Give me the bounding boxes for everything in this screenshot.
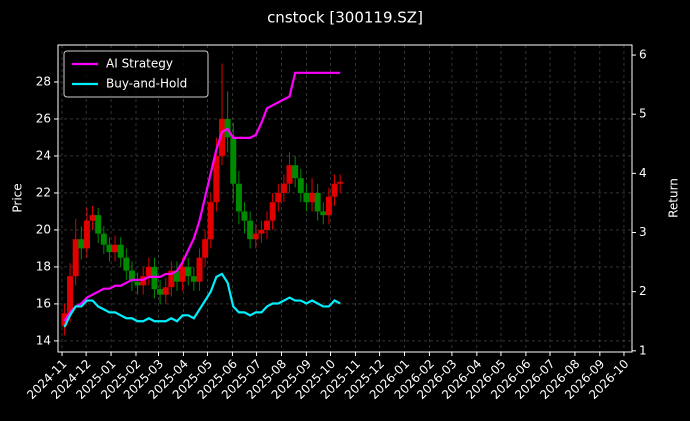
- candle-body: [134, 281, 141, 286]
- candle-body: [303, 192, 310, 203]
- legend-box: [63, 50, 209, 98]
- y2-tick-label: 1: [639, 343, 647, 357]
- candle-body: [275, 192, 282, 203]
- candle-body: [95, 215, 102, 234]
- candle-body: [162, 287, 169, 295]
- return-line: [63, 272, 341, 328]
- candle-body: [196, 257, 203, 282]
- candle-body: [185, 266, 192, 277]
- candle-body: [78, 239, 85, 249]
- candle-body: [320, 211, 327, 216]
- candle-body: [337, 181, 344, 184]
- candle-body: [252, 233, 259, 240]
- plot-frame: [57, 44, 633, 353]
- candle-body: [123, 257, 130, 271]
- candle-body: [151, 266, 158, 290]
- y-tick-label: 24: [36, 148, 51, 162]
- candle-body: [235, 183, 242, 212]
- y-axis-label: Price: [11, 183, 25, 212]
- candle-body: [83, 220, 90, 249]
- candle-body: [314, 192, 321, 212]
- candle-body: [247, 220, 254, 240]
- candle-body: [207, 202, 214, 240]
- candle-body: [157, 289, 164, 295]
- y-tick-label: 16: [36, 296, 51, 310]
- candle-body: [112, 244, 119, 253]
- candle-body: [173, 270, 180, 282]
- y-tick-label: 26: [36, 111, 51, 125]
- legend-label: Buy-and-Hold: [106, 77, 187, 91]
- candle-body: [219, 118, 225, 156]
- candle-body: [241, 211, 248, 221]
- candle-body: [100, 233, 107, 245]
- candle-body: [117, 244, 124, 258]
- candle-body: [309, 192, 316, 203]
- candle-body: [67, 276, 74, 314]
- y2-tick-label: 3: [639, 225, 647, 239]
- chart-title: cnstock [300119.SZ]: [267, 9, 423, 27]
- candle-body: [168, 270, 175, 288]
- y-tick-label: 20: [36, 222, 51, 236]
- candle-body: [280, 183, 287, 193]
- candle-body: [72, 239, 79, 277]
- candle-body: [269, 202, 276, 221]
- candle-body: [213, 155, 220, 203]
- y2-tick-label: 4: [639, 166, 647, 180]
- candle-body: [179, 266, 186, 282]
- y-tick-label: 28: [36, 74, 51, 88]
- y2-axis-label: Return: [667, 178, 681, 218]
- candle-body: [292, 165, 299, 179]
- candle-body: [264, 220, 271, 230]
- candle-body: [286, 165, 293, 184]
- candle-body: [89, 215, 96, 221]
- candle-body: [230, 137, 237, 184]
- candle-body: [202, 239, 209, 258]
- candle-body: [258, 229, 265, 234]
- y-tick-label: 18: [36, 259, 51, 273]
- y-tick-label: 22: [36, 185, 51, 199]
- y-tick-label: 14: [36, 333, 51, 347]
- candle-body: [297, 178, 304, 193]
- y2-tick-label: 5: [639, 107, 647, 121]
- return-line: [63, 71, 341, 322]
- y2-tick-label: 2: [639, 284, 647, 298]
- candle-body: [128, 270, 135, 282]
- candle-body: [325, 196, 332, 216]
- candle-body: [145, 266, 152, 277]
- candle-body: [106, 244, 113, 253]
- candle-body: [190, 276, 197, 282]
- y2-tick-label: 6: [639, 48, 647, 62]
- legend-label: AI Strategy: [106, 57, 173, 71]
- candle-body: [331, 183, 338, 197]
